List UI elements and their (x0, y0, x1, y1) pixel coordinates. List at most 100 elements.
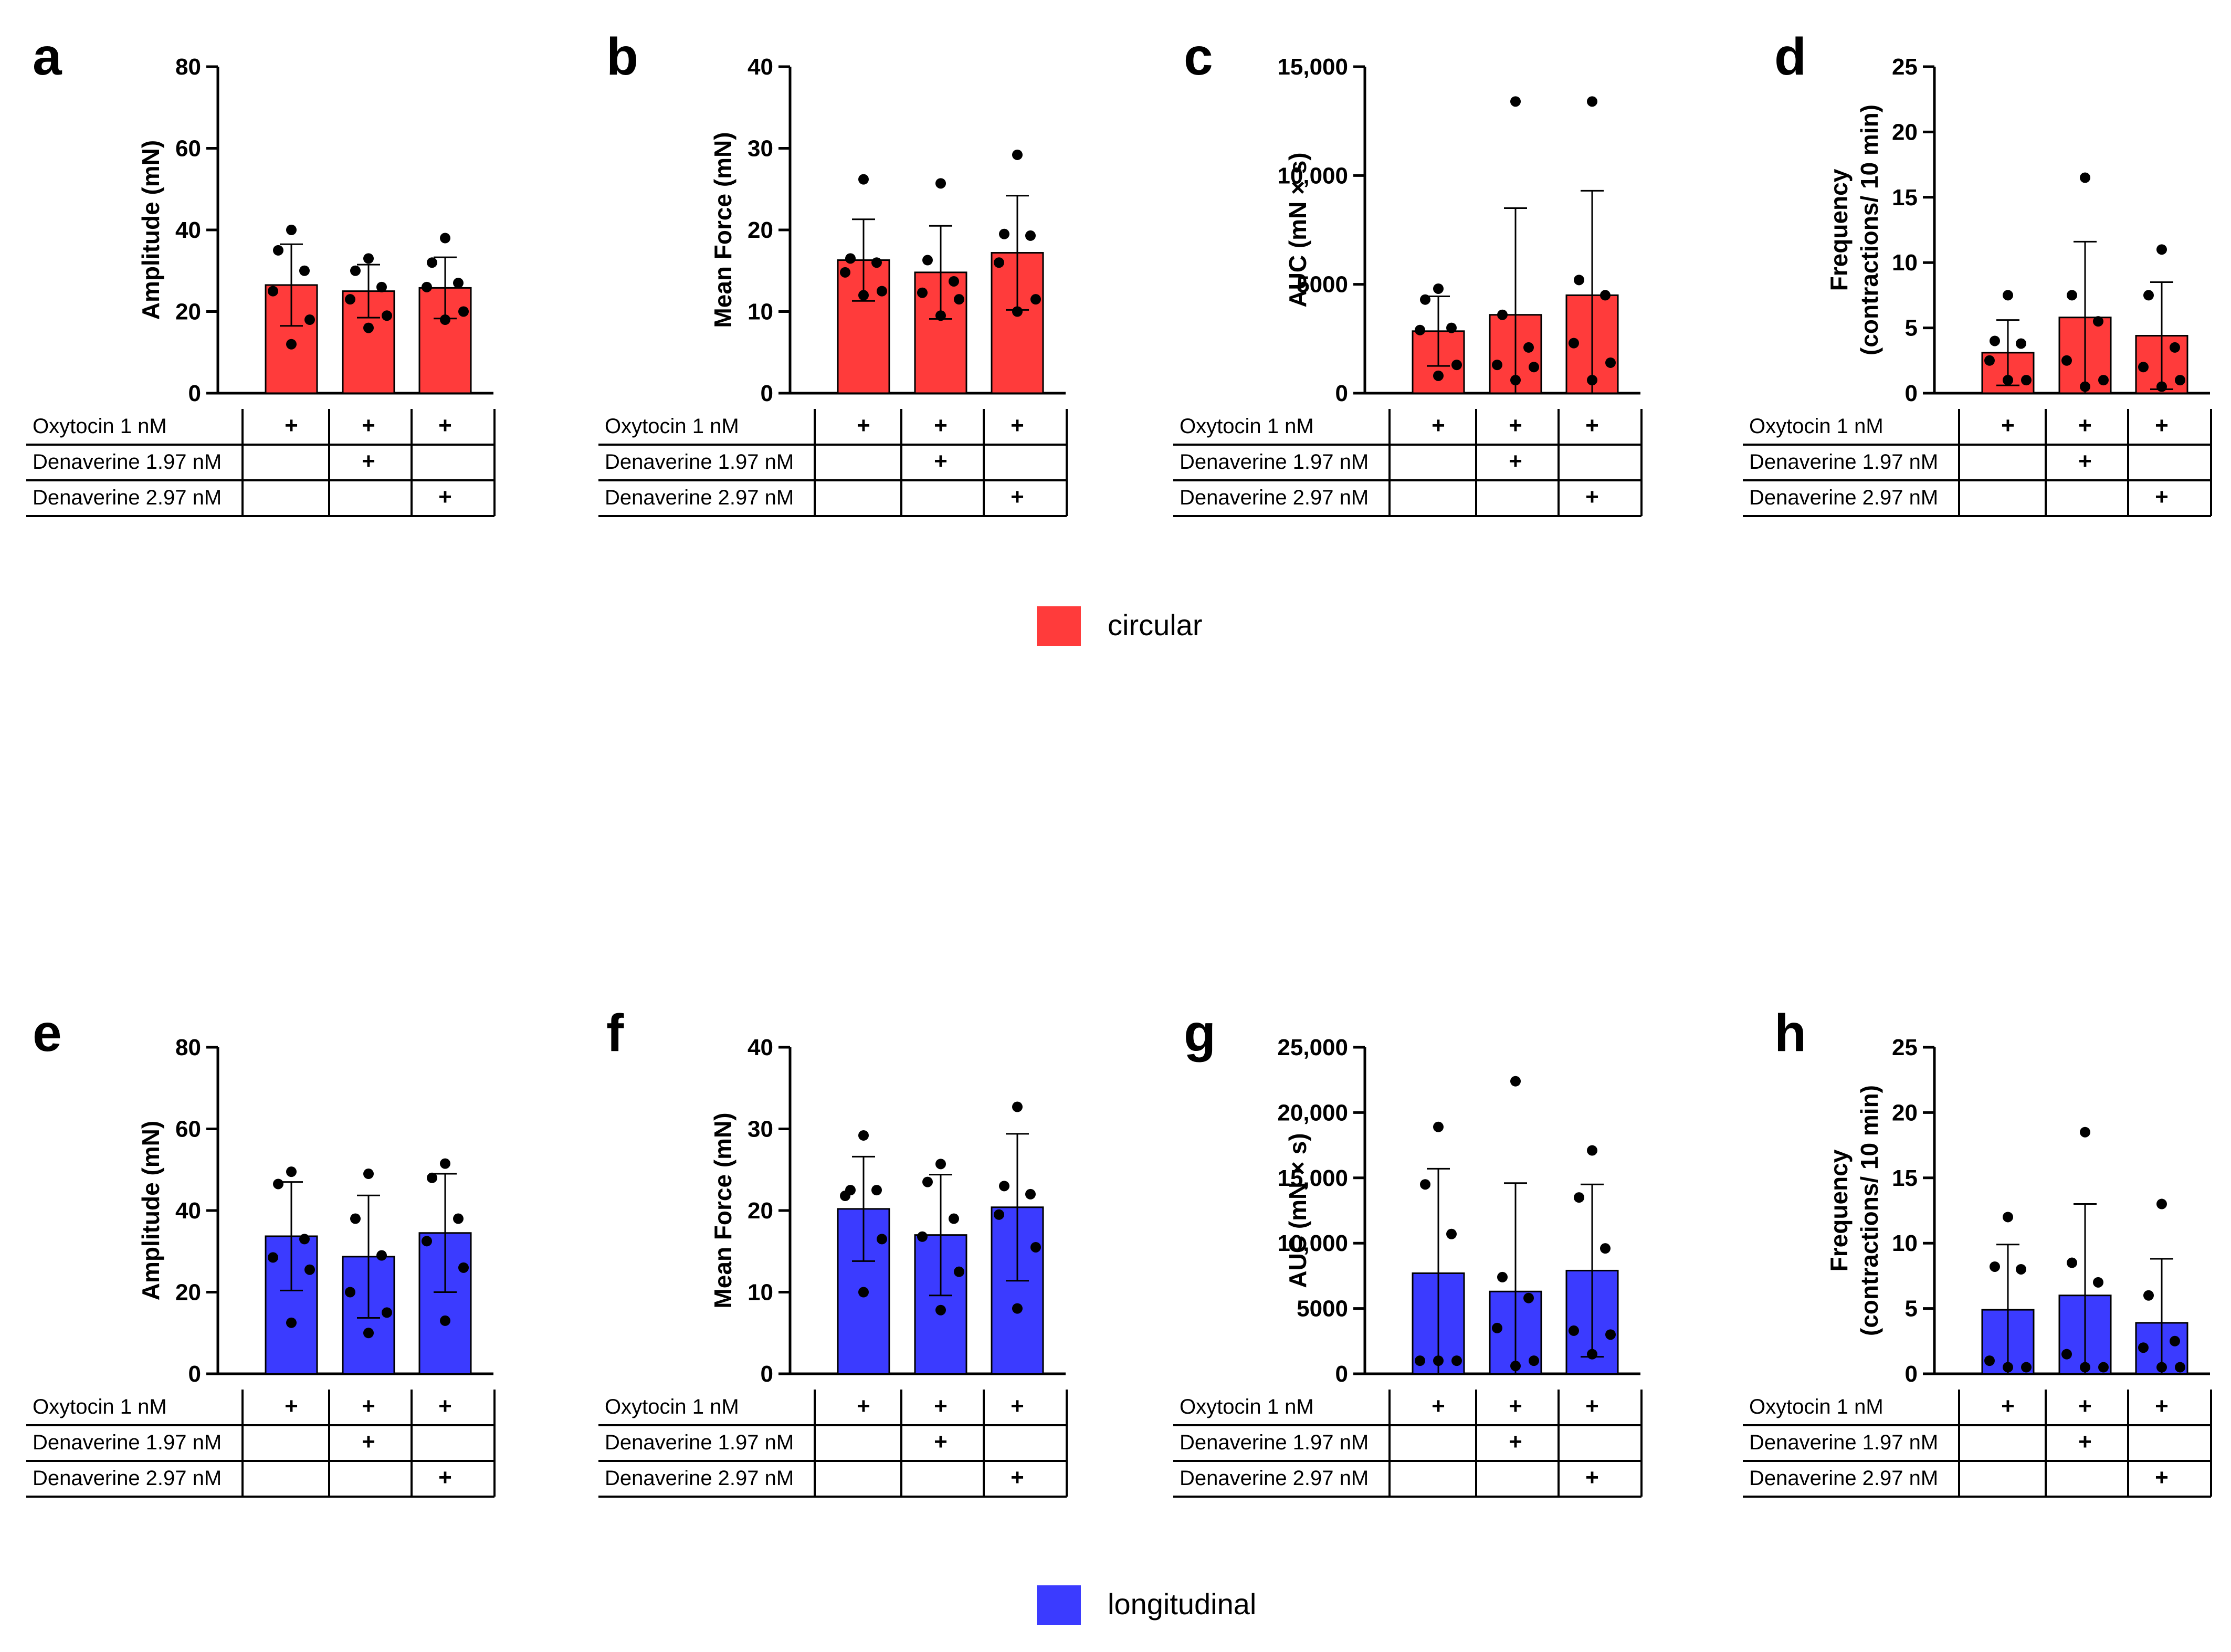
table-plus-mark: + (2001, 413, 2015, 438)
y-tick-label: 25,000 (1277, 1035, 1348, 1060)
panel-letter-f: f (606, 1004, 624, 1062)
data-point (2170, 342, 2180, 353)
data-point (1574, 275, 1584, 286)
data-point (440, 233, 450, 244)
y-tick-label: 60 (175, 136, 201, 162)
y-tick-label: 15,000 (1277, 1165, 1348, 1191)
data-point (877, 1234, 887, 1245)
data-point (1605, 357, 1616, 368)
y-tick-label: 20 (175, 299, 201, 325)
data-point (935, 310, 946, 321)
data-point (1510, 1361, 1521, 1372)
y-tick-label: 0 (188, 381, 201, 406)
legend-swatch-circular (1037, 606, 1081, 646)
table-plus-mark: + (1509, 1393, 1522, 1419)
table-plus-mark: + (934, 1429, 948, 1455)
table-plus-mark: + (2155, 413, 2169, 438)
data-point (1587, 375, 1597, 386)
data-point (1984, 1355, 1995, 1366)
data-point (1605, 1329, 1616, 1340)
y-axis-label-line: Frequency (1825, 169, 1853, 291)
table-plus-mark: + (1509, 413, 1522, 438)
y-axis-label: AUC (mN × s) (1284, 152, 1311, 307)
data-point (1433, 1121, 1444, 1132)
data-point (1990, 335, 2000, 346)
data-point (268, 1252, 278, 1263)
chart-panel-e: 0 20 40 60 80 Amplitude (mN) Oxytocin 1 nM Dena… (26, 1035, 496, 1498)
table-row-label: Oxytocin 1 nM (1749, 1395, 1883, 1418)
y-tick-label: 40 (175, 217, 201, 243)
data-point (2067, 290, 2077, 301)
panel-letter-c: c (1184, 27, 1213, 86)
data-point (304, 1264, 315, 1275)
data-point (2016, 1264, 2026, 1275)
table-row-label: Denaverine 1.97 nM (1749, 450, 1938, 473)
data-point (453, 278, 464, 289)
data-point (1990, 1261, 2000, 1272)
data-point (350, 1213, 361, 1224)
data-point (845, 253, 856, 264)
data-point (858, 1130, 869, 1141)
table-plus-mark: + (2078, 1429, 2092, 1455)
data-point (458, 1262, 469, 1273)
table-row-label: Denaverine 2.97 nM (605, 486, 794, 509)
table-plus-mark: + (1509, 1429, 1522, 1455)
y-axis-label: AUC (mN × s) (1284, 1133, 1311, 1288)
table-row-label: Denaverine 2.97 nM (1180, 486, 1369, 509)
y-axis-label: Mean Force (mN) (709, 132, 736, 328)
data-point (2093, 316, 2103, 327)
data-point (2156, 244, 2167, 255)
data-point (935, 1159, 946, 1170)
table-plus-mark: + (1011, 413, 1024, 438)
data-point (1420, 1179, 1430, 1190)
data-point (273, 1179, 283, 1190)
table-plus-mark: + (1011, 1393, 1024, 1419)
data-point (858, 290, 869, 301)
table-row-label: Oxytocin 1 nM (1180, 1395, 1314, 1418)
y-axis-label-line: (contractions/ 10 min) (1856, 1085, 1883, 1336)
table-plus-mark: + (1509, 448, 1522, 474)
table-plus-mark: + (2155, 1393, 2169, 1419)
data-point (1030, 1241, 1041, 1253)
chart-panel-c: 0 5000 10,000 15,000 AUC (mN × s) Oxytocin 1 … (1173, 54, 1643, 517)
legend-label-circular: circular (1108, 608, 1203, 641)
y-tick-label: 40 (175, 1198, 201, 1224)
data-point (2067, 1257, 2077, 1268)
table-row-label: Denaverine 1.97 nM (1749, 1431, 1938, 1454)
data-point (2003, 1362, 2013, 1373)
y-tick-label: 20 (1892, 1100, 1918, 1125)
data-point (299, 1234, 310, 1245)
data-point (1510, 1076, 1521, 1087)
data-point (840, 267, 850, 278)
table-row-label: Denaverine 1.97 nM (605, 450, 794, 473)
data-point (1600, 290, 1611, 301)
table-plus-mark: + (362, 448, 375, 474)
table-plus-mark: + (2078, 1393, 2092, 1419)
data-point (376, 1250, 387, 1261)
data-point (286, 339, 297, 350)
data-point (1025, 1188, 1036, 1199)
panel-letter-g: g (1184, 1004, 1216, 1062)
table-plus-mark: + (285, 1393, 298, 1419)
y-tick-label: 15 (1892, 1165, 1918, 1191)
table-row-label: Denaverine 1.97 nM (1180, 450, 1369, 473)
y-tick-label: 0 (1905, 381, 1918, 406)
y-tick-label: 10 (748, 1280, 773, 1306)
table-row-label: Denaverine 2.97 nM (33, 1467, 222, 1490)
table-plus-mark: + (857, 1393, 870, 1419)
data-point (1497, 1271, 1508, 1282)
table-plus-mark: + (2078, 413, 2092, 438)
table-plus-mark: + (1432, 413, 1445, 438)
data-point (2175, 375, 2185, 386)
data-point (935, 178, 946, 189)
data-point (1984, 355, 1995, 366)
chart-panel-h: 0 5 10 15 20 25 Frequency (contractions/ 10 min… (1743, 1035, 2212, 1498)
data-point (273, 245, 283, 256)
legend-swatch-longitudinal (1037, 1585, 1081, 1625)
data-point (2138, 1342, 2149, 1353)
data-point (2003, 375, 2013, 386)
data-point (1587, 1349, 1597, 1360)
data-point (917, 1231, 928, 1242)
panel-letter-h: h (1774, 1004, 1807, 1062)
data-point (382, 310, 392, 321)
